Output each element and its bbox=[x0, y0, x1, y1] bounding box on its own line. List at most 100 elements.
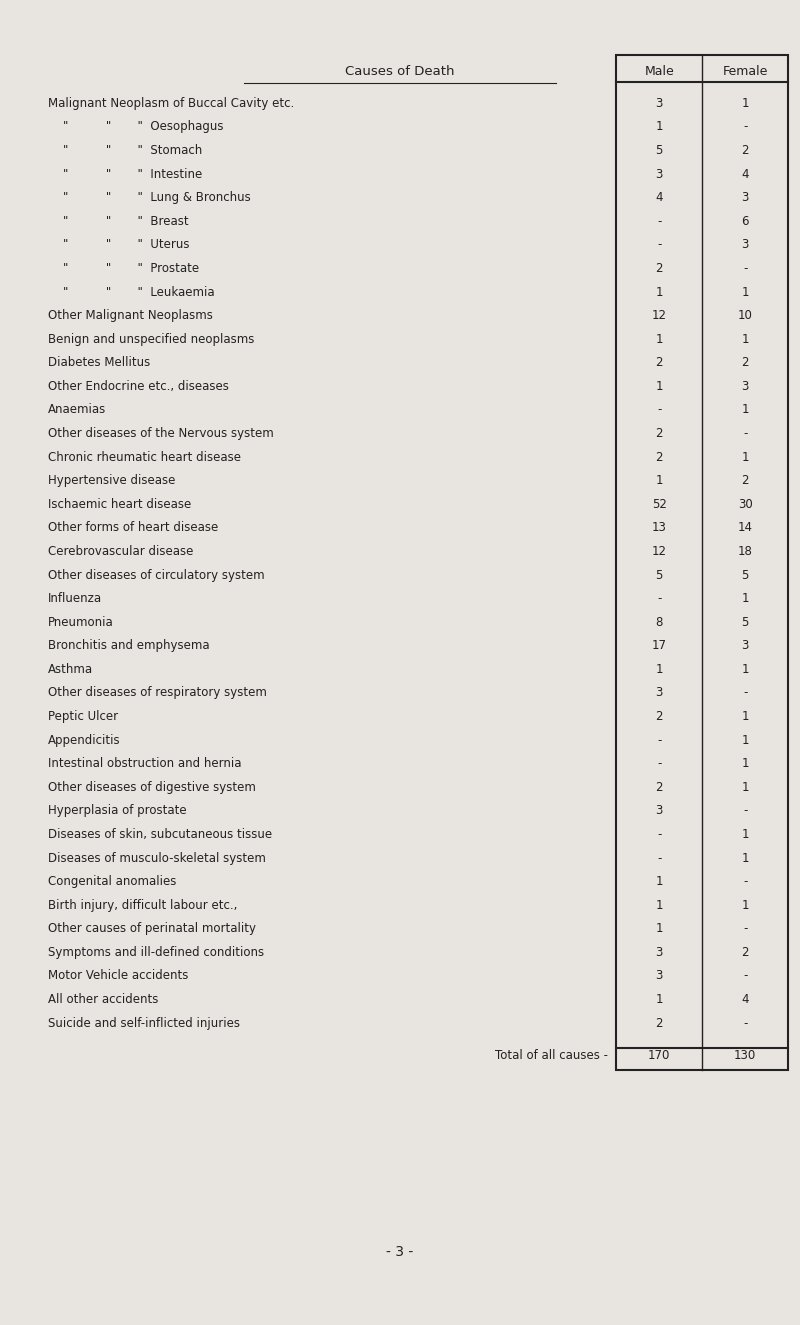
Text: Other diseases of respiratory system: Other diseases of respiratory system bbox=[48, 686, 267, 700]
Text: Motor Vehicle accidents: Motor Vehicle accidents bbox=[48, 970, 188, 983]
Text: 12: 12 bbox=[652, 545, 666, 558]
Text: 5: 5 bbox=[655, 568, 663, 582]
Text: Suicide and self-inflicted injuries: Suicide and self-inflicted injuries bbox=[48, 1016, 240, 1030]
Text: 1: 1 bbox=[655, 474, 663, 488]
Text: Diseases of musculo-skeletal system: Diseases of musculo-skeletal system bbox=[48, 852, 266, 865]
Text: -: - bbox=[743, 262, 747, 276]
Text: -: - bbox=[657, 828, 662, 841]
Text: 17: 17 bbox=[652, 639, 666, 652]
Text: 3: 3 bbox=[742, 639, 749, 652]
Text: Intestinal obstruction and hernia: Intestinal obstruction and hernia bbox=[48, 757, 242, 770]
Text: 130: 130 bbox=[734, 1048, 756, 1061]
Text: 2: 2 bbox=[742, 474, 749, 488]
Text: Diabetes Mellitus: Diabetes Mellitus bbox=[48, 356, 150, 370]
Text: 5: 5 bbox=[655, 144, 663, 158]
Text: "          "       "  Lung & Bronchus: " " " Lung & Bronchus bbox=[48, 191, 250, 204]
Text: 2: 2 bbox=[655, 1016, 663, 1030]
Text: 4: 4 bbox=[655, 191, 663, 204]
Text: -: - bbox=[657, 757, 662, 770]
Text: 2: 2 bbox=[742, 144, 749, 158]
Text: Benign and unspecified neoplasms: Benign and unspecified neoplasms bbox=[48, 333, 254, 346]
Text: 14: 14 bbox=[738, 521, 753, 534]
Bar bbox=[616, 56, 788, 1071]
Text: 1: 1 bbox=[742, 403, 749, 416]
Text: 4: 4 bbox=[742, 992, 749, 1006]
Text: 1: 1 bbox=[655, 874, 663, 888]
Text: Symptoms and ill-defined conditions: Symptoms and ill-defined conditions bbox=[48, 946, 264, 959]
Text: "          "       "  Leukaemia: " " " Leukaemia bbox=[48, 285, 214, 298]
Text: 1: 1 bbox=[742, 710, 749, 723]
Text: 1: 1 bbox=[655, 121, 663, 134]
Text: 3: 3 bbox=[742, 191, 749, 204]
Text: - 3 -: - 3 - bbox=[386, 1246, 414, 1259]
Text: Influenza: Influenza bbox=[48, 592, 102, 606]
Text: Diseases of skin, subcutaneous tissue: Diseases of skin, subcutaneous tissue bbox=[48, 828, 272, 841]
Text: "          "       "  Oesophagus: " " " Oesophagus bbox=[48, 121, 223, 134]
Text: 1: 1 bbox=[742, 285, 749, 298]
Text: 4: 4 bbox=[742, 167, 749, 180]
Text: "          "       "  Uterus: " " " Uterus bbox=[48, 238, 190, 252]
Text: Malignant Neoplasm of Buccal Cavity etc.: Malignant Neoplasm of Buccal Cavity etc. bbox=[48, 97, 294, 110]
Text: 2: 2 bbox=[742, 356, 749, 370]
Text: Other diseases of digestive system: Other diseases of digestive system bbox=[48, 780, 256, 794]
Text: 12: 12 bbox=[652, 309, 666, 322]
Text: All other accidents: All other accidents bbox=[48, 992, 158, 1006]
Text: -: - bbox=[743, 922, 747, 935]
Text: 3: 3 bbox=[655, 970, 663, 983]
Text: -: - bbox=[657, 238, 662, 252]
Text: 1: 1 bbox=[742, 898, 749, 912]
Text: Bronchitis and emphysema: Bronchitis and emphysema bbox=[48, 639, 210, 652]
Text: 1: 1 bbox=[655, 662, 663, 676]
Text: "          "       "  Intestine: " " " Intestine bbox=[48, 167, 202, 180]
Text: 5: 5 bbox=[742, 568, 749, 582]
Text: Other diseases of the Nervous system: Other diseases of the Nervous system bbox=[48, 427, 274, 440]
Text: "          "       "  Prostate: " " " Prostate bbox=[48, 262, 199, 276]
Text: -: - bbox=[743, 874, 747, 888]
Text: -: - bbox=[743, 121, 747, 134]
Text: Total of all causes -: Total of all causes - bbox=[495, 1048, 608, 1061]
Text: 170: 170 bbox=[648, 1048, 670, 1061]
Text: 3: 3 bbox=[742, 238, 749, 252]
Text: Chronic rheumatic heart disease: Chronic rheumatic heart disease bbox=[48, 451, 241, 464]
Text: -: - bbox=[657, 403, 662, 416]
Text: 13: 13 bbox=[652, 521, 666, 534]
Text: 1: 1 bbox=[742, 662, 749, 676]
Text: -: - bbox=[743, 686, 747, 700]
Text: -: - bbox=[743, 970, 747, 983]
Text: Other causes of perinatal mortality: Other causes of perinatal mortality bbox=[48, 922, 256, 935]
Text: Birth injury, difficult labour etc.,: Birth injury, difficult labour etc., bbox=[48, 898, 238, 912]
Text: 1: 1 bbox=[655, 898, 663, 912]
Text: 30: 30 bbox=[738, 498, 753, 511]
Text: Other Endocrine etc., diseases: Other Endocrine etc., diseases bbox=[48, 380, 229, 394]
Text: 6: 6 bbox=[742, 215, 749, 228]
Text: 3: 3 bbox=[655, 97, 663, 110]
Text: 2: 2 bbox=[655, 356, 663, 370]
Text: Anaemias: Anaemias bbox=[48, 403, 106, 416]
Text: -: - bbox=[743, 1016, 747, 1030]
Text: 1: 1 bbox=[742, 734, 749, 747]
Text: Cerebrovascular disease: Cerebrovascular disease bbox=[48, 545, 194, 558]
Text: 2: 2 bbox=[655, 262, 663, 276]
Text: 52: 52 bbox=[652, 498, 666, 511]
Text: -: - bbox=[657, 592, 662, 606]
Text: 1: 1 bbox=[655, 380, 663, 394]
Text: 8: 8 bbox=[655, 616, 663, 629]
Text: "          "       "  Stomach: " " " Stomach bbox=[48, 144, 202, 158]
Text: Asthma: Asthma bbox=[48, 662, 93, 676]
Text: 18: 18 bbox=[738, 545, 753, 558]
Text: -: - bbox=[657, 734, 662, 747]
Text: 1: 1 bbox=[742, 852, 749, 865]
Text: Peptic Ulcer: Peptic Ulcer bbox=[48, 710, 118, 723]
Text: 2: 2 bbox=[655, 780, 663, 794]
Text: 2: 2 bbox=[742, 946, 749, 959]
Text: 2: 2 bbox=[655, 451, 663, 464]
Text: 1: 1 bbox=[655, 922, 663, 935]
Text: Ischaemic heart disease: Ischaemic heart disease bbox=[48, 498, 191, 511]
Text: 1: 1 bbox=[655, 992, 663, 1006]
Text: 3: 3 bbox=[655, 804, 663, 818]
Text: 2: 2 bbox=[655, 427, 663, 440]
Text: 1: 1 bbox=[655, 333, 663, 346]
Text: 5: 5 bbox=[742, 616, 749, 629]
Text: 3: 3 bbox=[655, 167, 663, 180]
Text: Pneumonia: Pneumonia bbox=[48, 616, 114, 629]
